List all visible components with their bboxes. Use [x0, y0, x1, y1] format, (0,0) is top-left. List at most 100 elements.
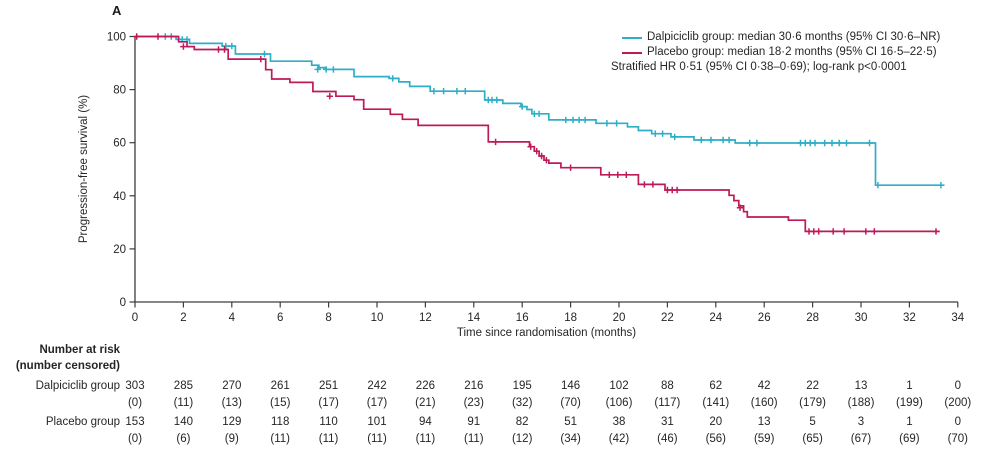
placebo-line-swatch: [622, 51, 642, 54]
risk-cell: 270: [222, 380, 242, 392]
risk-cell: (106): [605, 397, 633, 409]
risk-cell: (11): [463, 433, 484, 445]
placebo-censor-mark: [180, 43, 187, 50]
x-tick-label: 12: [419, 312, 432, 324]
dalpiciclib-censor-mark: [430, 88, 438, 95]
placebo-censor-mark: [871, 228, 878, 235]
placebo-censor-mark: [606, 171, 613, 178]
risk-cell: (34): [560, 433, 581, 445]
x-tick-label: 24: [709, 312, 722, 324]
risk-cell: (188): [847, 397, 875, 409]
risk-cell: (21): [415, 397, 436, 409]
risk-cell: (65): [802, 433, 823, 445]
dalpiciclib-censor-mark: [575, 116, 583, 124]
risk-cell: (32): [511, 397, 533, 409]
dalpiciclib-censor-mark: [836, 139, 843, 147]
y-tick-label: 20: [113, 244, 126, 256]
dalpiciclib-censor-mark: [719, 136, 727, 144]
risk-cell: (199): [895, 397, 923, 409]
placebo-censor-mark: [492, 138, 499, 146]
dalpiciclib-curve: [135, 35, 945, 187]
legend-item-dalpiciclib: Dalpiciclib group: median 30·6 months (9…: [622, 30, 940, 45]
y-tick-label: 0: [120, 297, 126, 309]
dalpiciclib-censor-mark: [652, 130, 659, 137]
risk-cell: 251: [319, 380, 339, 392]
risk-cell: 195: [512, 380, 532, 392]
risk-cell: 38: [612, 416, 626, 428]
x-tick-label: 0: [132, 312, 138, 324]
risk-cell: 88: [660, 380, 674, 392]
risk-cell: (13): [221, 397, 243, 409]
placebo-censor-mark: [815, 228, 822, 235]
risk-cell: 5: [809, 416, 816, 428]
risk-cell: (160): [750, 397, 778, 409]
risk-row-label-placebo: Placebo group: [45, 416, 120, 428]
dalpiciclib-censor-mark: [228, 42, 235, 50]
dalpiciclib-censor-mark: [581, 116, 589, 124]
risk-cell: (0): [127, 433, 143, 445]
dalpiciclib-censor-mark: [698, 136, 705, 144]
risk-cell: 3: [857, 416, 865, 428]
risk-cell: 101: [367, 416, 387, 428]
risk-cell: 82: [515, 416, 529, 428]
x-tick-label: 6: [277, 312, 283, 324]
risk-cell: 22: [806, 380, 819, 392]
placebo-censor-mark: [221, 46, 228, 53]
dalpiciclib-censor-mark: [389, 75, 396, 82]
risk-cell: 13: [757, 416, 771, 428]
placebo-curve: [135, 35, 940, 233]
risk-cell: (59): [753, 433, 775, 445]
placebo-censor-mark: [649, 181, 657, 188]
risk-cell: 153: [125, 416, 145, 428]
placebo-censor-mark: [543, 157, 550, 164]
risk-cell: (70): [560, 397, 581, 409]
dalpiciclib-censor-mark: [811, 139, 819, 147]
risk-cell: (11): [318, 433, 339, 445]
panel-label: A: [112, 3, 122, 18]
placebo-censor-mark: [533, 148, 540, 155]
legend-label-dalpiciclib: Dalpiciclib group: median 30·6 months (9…: [647, 31, 941, 43]
x-tick-label: 32: [903, 312, 916, 324]
placebo-censor-mark: [673, 186, 681, 194]
risk-cell: 110: [319, 416, 338, 428]
risk-cell: (46): [657, 433, 678, 445]
dalpiciclib-censor-mark: [866, 139, 873, 147]
dalpiciclib-censor-mark: [462, 88, 469, 95]
dalpiciclib-censor-mark: [440, 88, 447, 95]
risk-cell: (56): [705, 433, 727, 445]
risk-cell: (69): [899, 433, 920, 445]
risk-table-subheader: (number censored): [15, 360, 120, 372]
dalpiciclib-censor-mark: [330, 66, 337, 73]
x-tick-label: 14: [467, 312, 480, 324]
dalpiciclib-censor-mark: [707, 136, 715, 144]
dalpiciclib-censor-mark: [613, 120, 620, 127]
x-tick-label: 26: [758, 312, 771, 324]
axes: [134, 37, 958, 303]
x-tick-label: 20: [613, 312, 626, 324]
dalpiciclib-censor-mark: [659, 130, 666, 137]
risk-row-label-dalpiciclib: Dalpiciclib group: [35, 380, 120, 392]
dalpiciclib-censor-mark: [828, 139, 836, 147]
km-chart: 0 20 40 60 80 100 0 2 4 6 8 10 12 14 16 18 20 22 24 26 28 30 3…: [107, 32, 965, 325]
dalpiciclib-censor-mark: [874, 182, 882, 189]
risk-cell: (179): [799, 397, 827, 409]
x-tick-label: 28: [806, 312, 819, 324]
legend: Dalpiciclib group: median 30·6 months (9…: [611, 30, 940, 75]
risk-cell: 146: [561, 380, 581, 392]
risk-cell: (67): [850, 433, 872, 445]
x-tick-label: 18: [564, 312, 577, 324]
risk-table-header: Number at risk: [39, 344, 120, 356]
placebo-censor-mark: [932, 228, 940, 235]
placebo-censor-mark: [736, 204, 744, 211]
placebo-censor-mark: [830, 228, 837, 235]
dalpiciclib-line-swatch: [622, 36, 642, 39]
placebo-censor-mark: [527, 143, 534, 150]
dalpiciclib-censor-mark: [725, 136, 733, 144]
placebo-censor-mark: [641, 181, 648, 188]
risk-cell: 285: [173, 380, 193, 392]
placebo-censor-mark: [154, 33, 162, 40]
x-tick-label: 10: [371, 312, 384, 324]
legend-stats-note: Stratified HR 0·51 (95% CI 0·38–0·69); l…: [611, 61, 907, 73]
